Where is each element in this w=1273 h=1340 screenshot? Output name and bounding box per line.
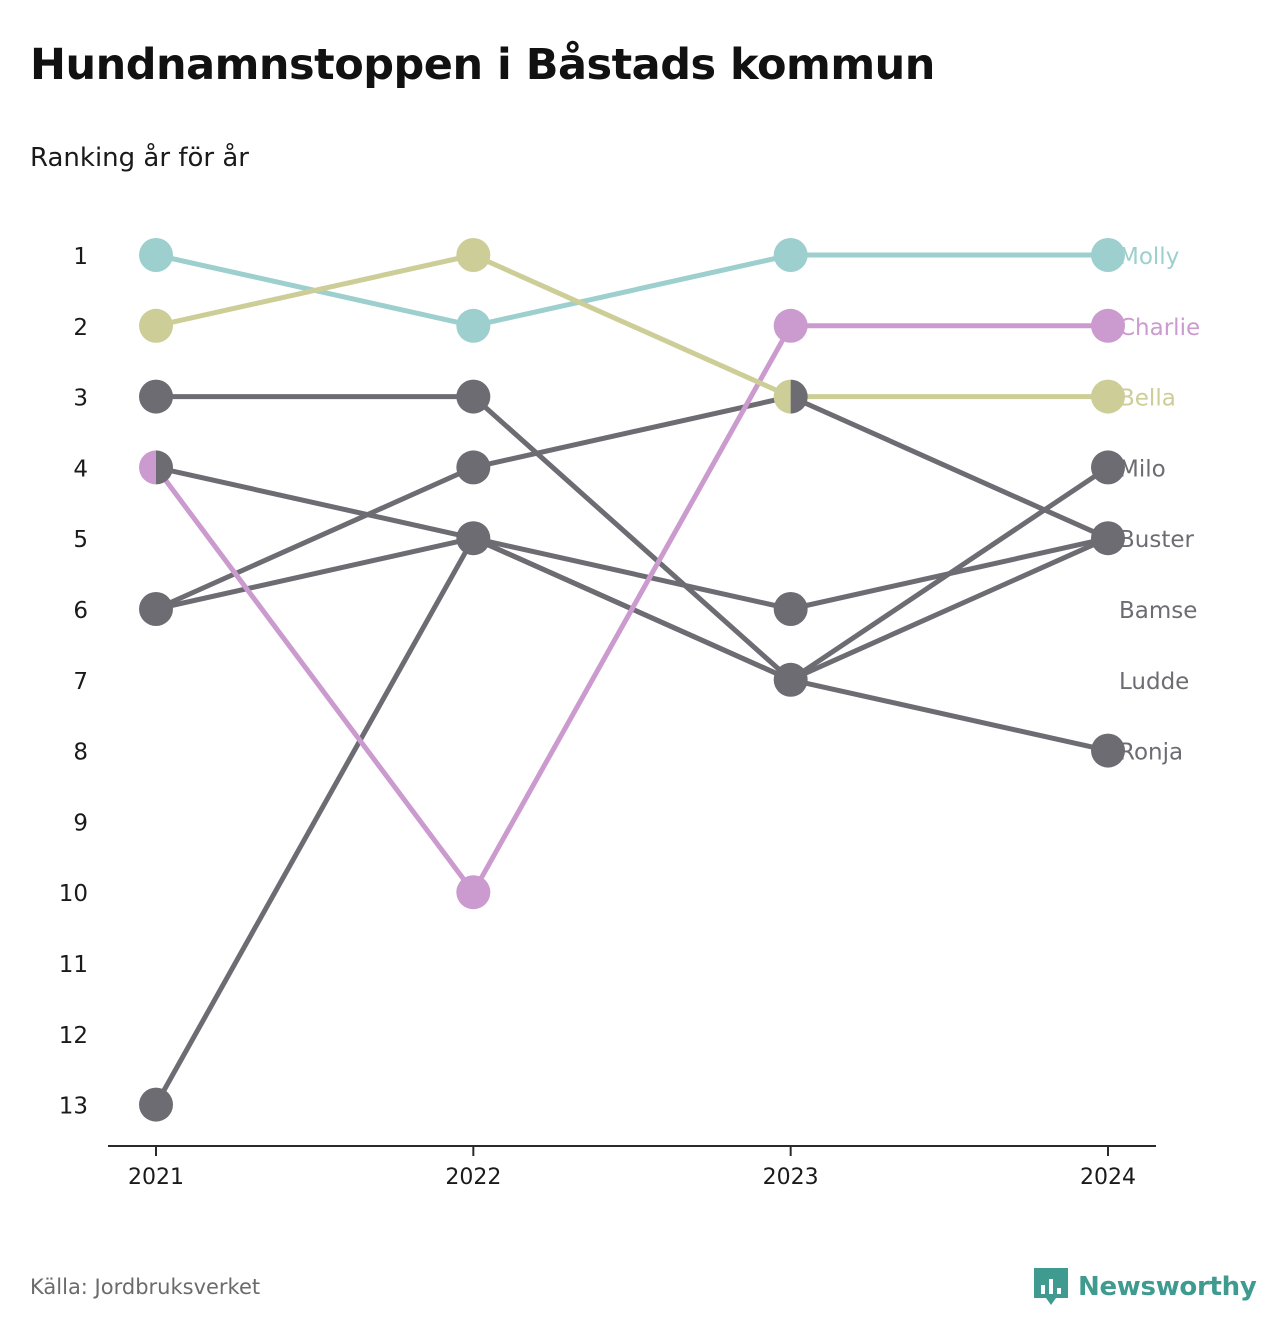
point-ludde: [456, 450, 491, 485]
chart-title: Hundnamnstoppen i Båstads kommun: [30, 40, 935, 90]
point-ronja: [1091, 733, 1125, 768]
point-buster: [139, 379, 173, 414]
y-tick-label: 5: [73, 527, 88, 553]
y-tick-label: 12: [59, 1023, 88, 1049]
series-lines: [153, 252, 1111, 1108]
point-molly: [456, 308, 491, 343]
series-line-charlie: [153, 323, 1111, 895]
series-points: [139, 238, 1125, 1122]
x-tick-label: 2021: [128, 1165, 184, 1190]
x-tick-label: 2022: [445, 1165, 501, 1190]
y-tick-label: 9: [73, 810, 88, 836]
series-line-bella: [153, 252, 1111, 400]
point-charlie: [1091, 308, 1125, 343]
point-buster: [456, 379, 491, 414]
end-label-ronja: Ronja: [1119, 740, 1183, 766]
source-note: Källa: Jordbruksverket: [30, 1275, 261, 1299]
chart-subtitle: Ranking år för år: [30, 143, 249, 173]
point-bella: [139, 308, 173, 343]
point-molly: [773, 238, 808, 272]
y-tick-label: 11: [59, 952, 88, 978]
x-axis: 2021 2022 2023 2024: [108, 1145, 1156, 1190]
point-half-right: [156, 450, 173, 485]
point-bella-ludde: [773, 379, 808, 414]
point-molly: [139, 238, 173, 272]
y-tick-label: 1: [73, 244, 88, 270]
series-line-molly: [153, 252, 1111, 329]
end-label-molly: Molly: [1119, 244, 1179, 270]
x-tick-label: 2023: [763, 1165, 819, 1190]
y-tick-label: 4: [73, 456, 88, 482]
series-line-bamse: [153, 535, 1111, 612]
point-half-left: [773, 379, 791, 414]
point-buster-bamse-ludde: [1091, 521, 1125, 556]
point-charlie-ronja: [139, 450, 173, 485]
y-tick-label: 10: [59, 881, 88, 907]
point-half-right: [790, 379, 808, 414]
y-tick-label: 6: [73, 598, 88, 624]
point-half-left: [139, 450, 156, 485]
y-tick-label: 3: [73, 386, 88, 412]
y-tick-label: 13: [59, 1094, 88, 1120]
point-milo-bamse-ronja: [456, 521, 491, 556]
series-line-milo: [153, 464, 1111, 1108]
y-tick-label: 2: [73, 315, 88, 341]
point-milo: [1091, 450, 1125, 485]
newsworthy-logo[interactable]: Newsworthy: [1034, 1268, 1257, 1306]
brand-name: Newsworthy: [1078, 1272, 1257, 1302]
point-molly: [1091, 238, 1125, 272]
point-charlie: [456, 875, 491, 910]
point-bella: [1091, 379, 1125, 414]
bar-chart-icon: [1034, 1268, 1068, 1305]
point-bamse-ludde: [139, 592, 173, 626]
end-label-bella: Bella: [1119, 386, 1176, 412]
point-charlie: [773, 308, 808, 343]
series-line-buster: [153, 394, 1111, 683]
end-label-milo: Milo: [1119, 456, 1166, 482]
x-tick-label: 2024: [1080, 1165, 1136, 1190]
end-label-buster: Buster: [1119, 527, 1195, 553]
end-label-charlie: Charlie: [1119, 315, 1200, 341]
end-labels: Molly Charlie Bella Milo Buster Bamse Ludde Ron…: [1119, 244, 1200, 766]
y-tick-label: 8: [73, 740, 88, 766]
point-milo: [139, 1087, 173, 1122]
end-label-ludde: Ludde: [1119, 669, 1189, 695]
y-tick-label: 7: [73, 669, 88, 695]
point-milo-buster-ronja: [773, 662, 808, 697]
end-label-bamse: Bamse: [1119, 598, 1197, 624]
series-line-ludde: [153, 394, 1111, 612]
point-bella: [456, 238, 491, 272]
point-bamse: [773, 592, 808, 626]
